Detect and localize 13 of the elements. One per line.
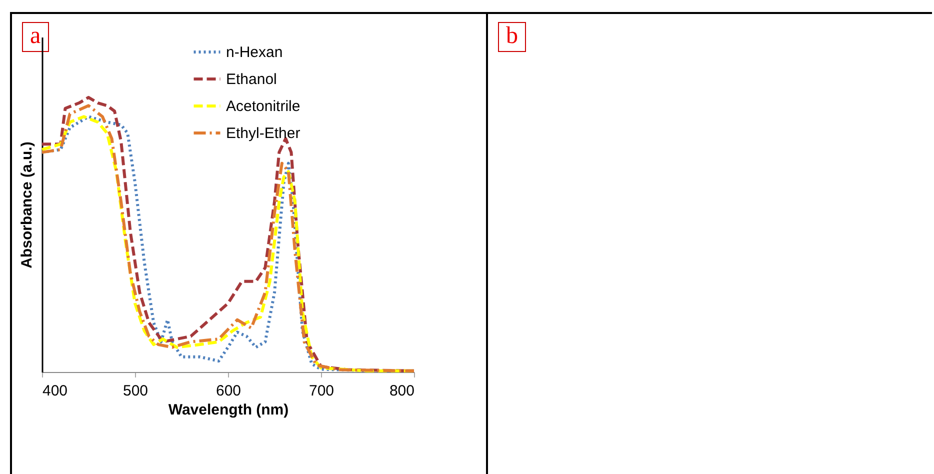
legend-label: Acetonitrile (226, 98, 300, 115)
x-tick-label: 400 (42, 382, 68, 400)
y-axis-title: Absorbance (a.u.) (18, 142, 36, 268)
legend-label: Ethanol (226, 71, 277, 88)
x-tick-label: 700 (308, 382, 334, 400)
x-tick-label: 500 (122, 382, 148, 400)
chart-title: a (22, 22, 49, 52)
x-tick-label: 800 (389, 382, 414, 400)
x-axis-title: Wavelength (nm) (168, 402, 289, 418)
x-tick-label: 600 (216, 382, 242, 400)
text: b (498, 22, 526, 52)
legend-label: n-Hexan (226, 44, 283, 61)
legend-label: Ethyl-Ether (226, 125, 300, 142)
